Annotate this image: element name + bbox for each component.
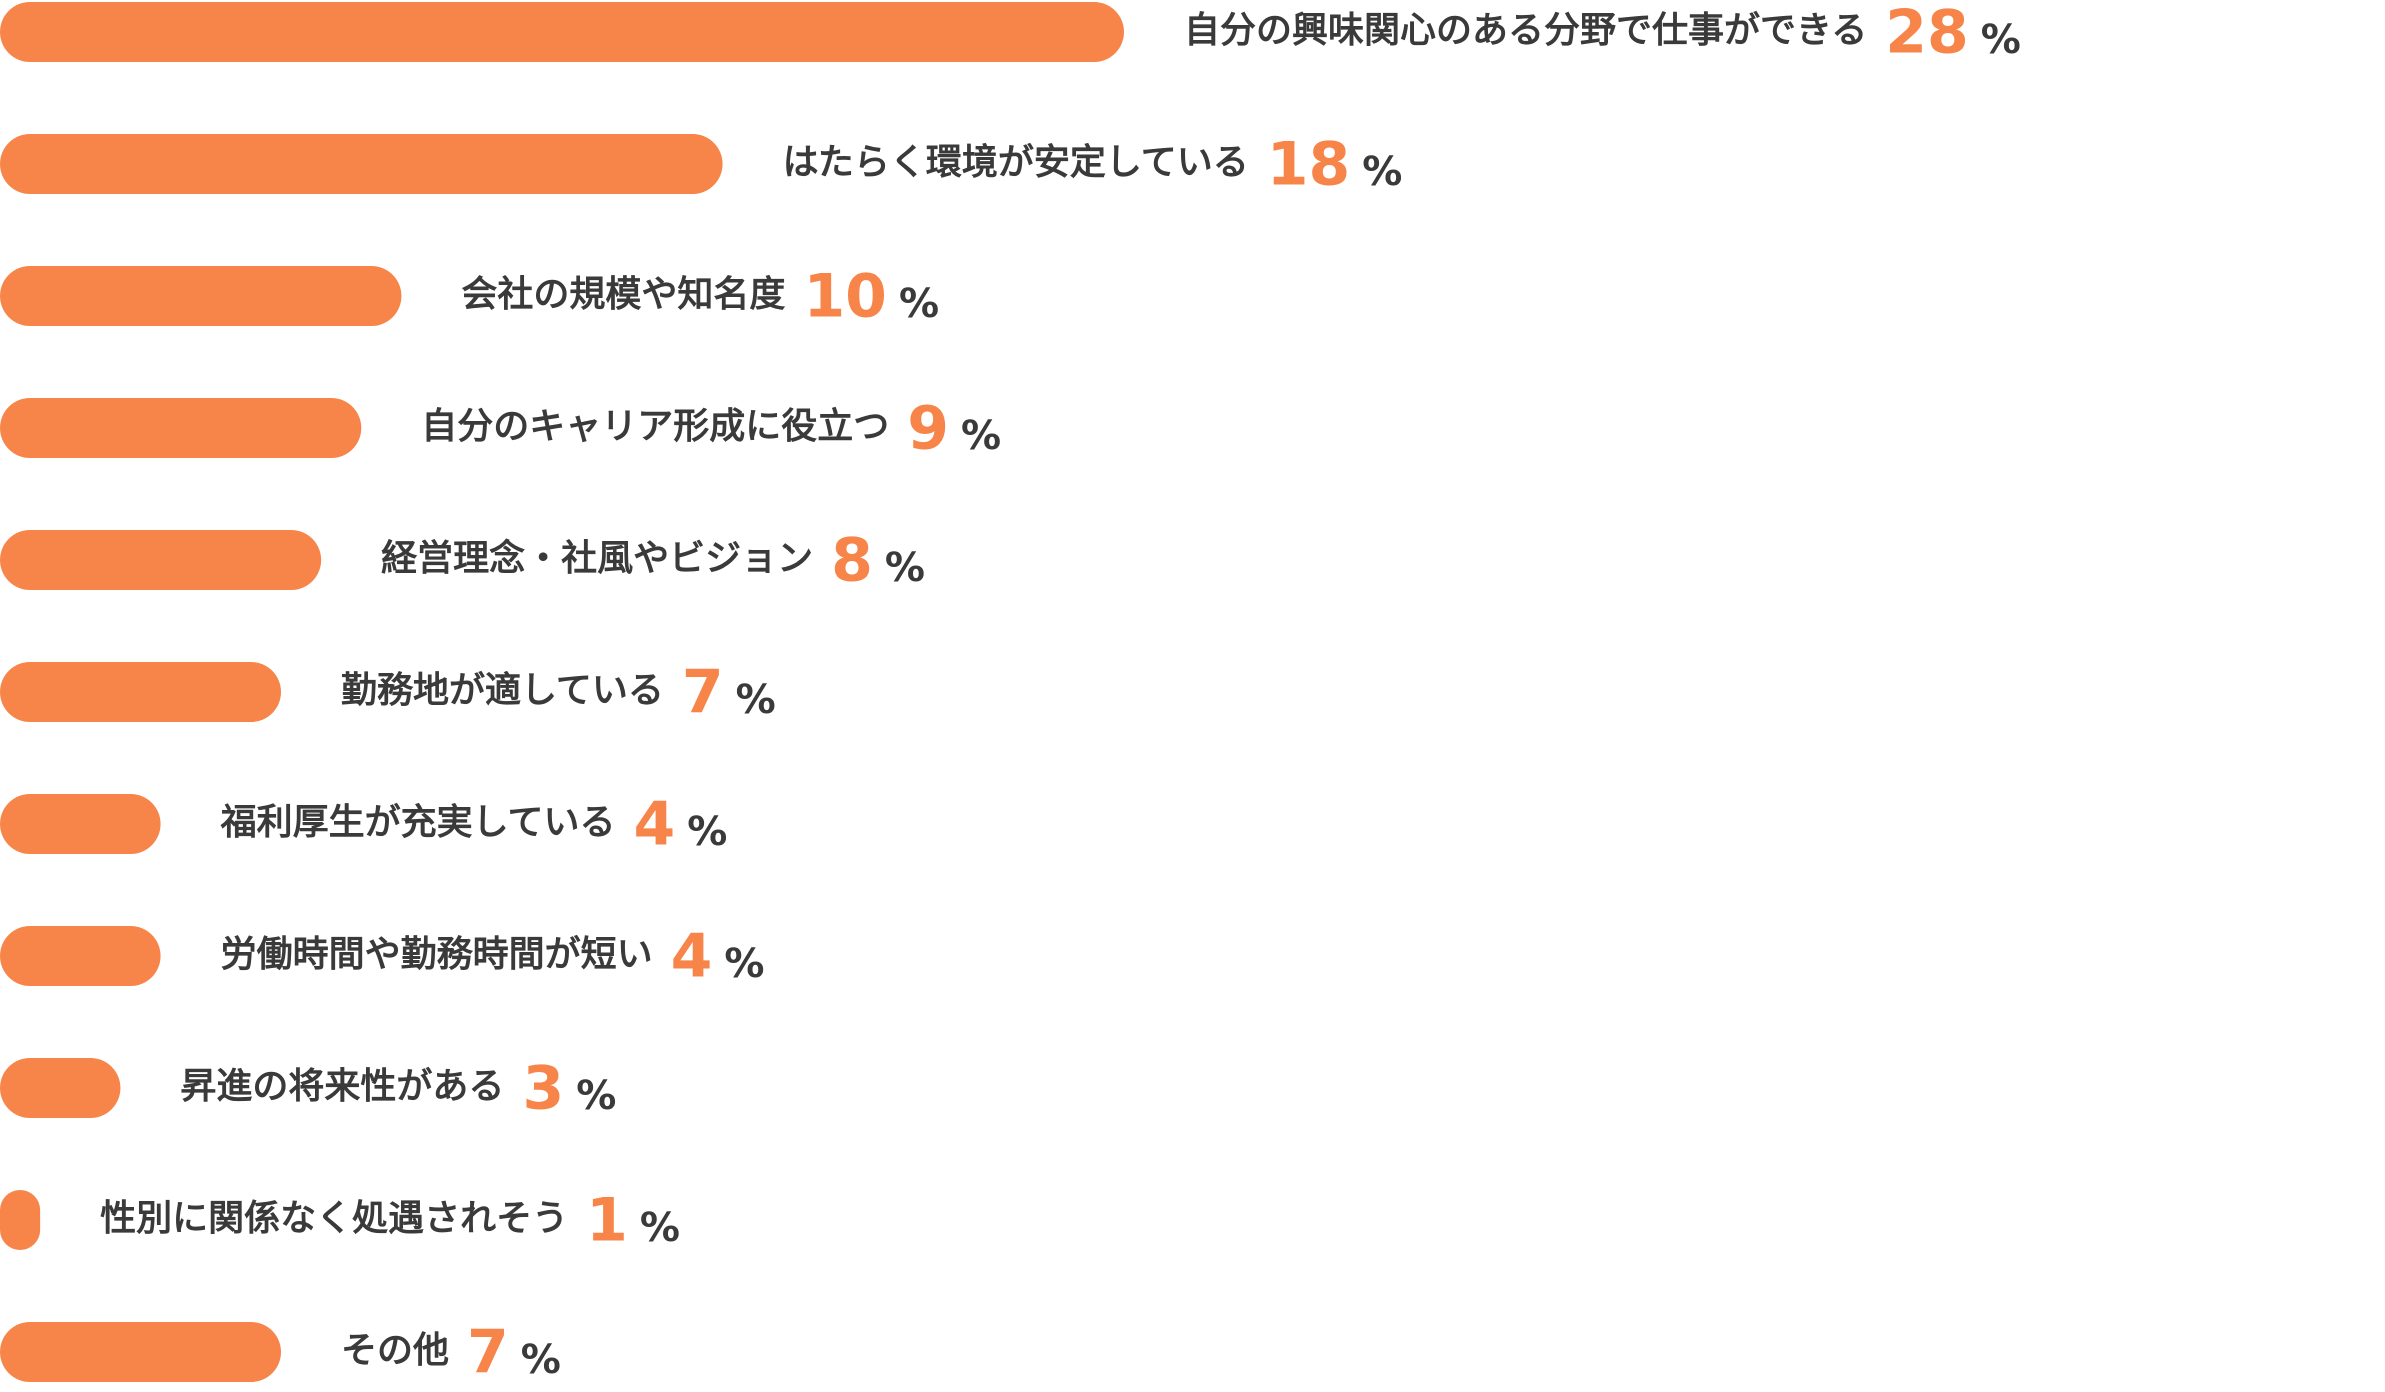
value-label: 1 bbox=[586, 1186, 628, 1256]
category-label: その他 bbox=[341, 1330, 449, 1371]
value-label: 10 bbox=[803, 262, 887, 332]
category-label: 経営理念・社風やビジョン bbox=[381, 537, 813, 579]
value-label: 28 bbox=[1885, 0, 1969, 68]
unit-label: % bbox=[576, 1073, 616, 1119]
bar bbox=[0, 1322, 281, 1382]
category-label: 自分のキャリア形成に役立つ bbox=[421, 406, 889, 447]
category-label: 勤務地が適している bbox=[341, 670, 664, 711]
unit-label: % bbox=[736, 677, 776, 723]
unit-label: % bbox=[961, 413, 1001, 459]
category-label: はたらく環境が安定している bbox=[783, 142, 1249, 183]
unit-label: % bbox=[687, 809, 727, 855]
value-label: 8 bbox=[831, 526, 873, 596]
value-label: 7 bbox=[467, 1318, 509, 1388]
value-label: 4 bbox=[671, 922, 713, 992]
value-label: 18 bbox=[1267, 130, 1351, 200]
bar bbox=[0, 266, 402, 326]
bar bbox=[0, 794, 161, 854]
bar bbox=[0, 2, 1124, 62]
unit-label: % bbox=[1981, 17, 2021, 63]
category-label: 性別に関係なく処遇されそう bbox=[100, 1198, 568, 1239]
bar bbox=[0, 530, 322, 590]
value-label: 7 bbox=[682, 658, 724, 728]
unit-label: % bbox=[521, 1337, 561, 1383]
unit-label: % bbox=[899, 281, 939, 327]
bar bbox=[0, 926, 161, 986]
bar bbox=[0, 662, 281, 722]
bar bbox=[0, 1058, 121, 1118]
unit-label: % bbox=[885, 545, 925, 591]
category-label: 自分の興味関心のある分野で仕事ができる bbox=[1184, 10, 1867, 51]
bar bbox=[0, 134, 723, 194]
unit-label: % bbox=[640, 1205, 680, 1251]
category-label: 昇進の将来性がある bbox=[180, 1066, 504, 1107]
unit-label: % bbox=[724, 941, 764, 987]
unit-label: % bbox=[1362, 149, 1402, 195]
value-label: 3 bbox=[522, 1054, 564, 1124]
category-label: 福利厚生が充実している bbox=[220, 802, 616, 843]
bar bbox=[0, 1190, 41, 1250]
category-label: 会社の規模や知名度 bbox=[461, 274, 785, 315]
value-label: 4 bbox=[633, 790, 675, 860]
value-label: 9 bbox=[907, 394, 949, 464]
bar bbox=[0, 398, 362, 458]
category-label: 労働時間や勤務時間が短い bbox=[221, 934, 653, 975]
